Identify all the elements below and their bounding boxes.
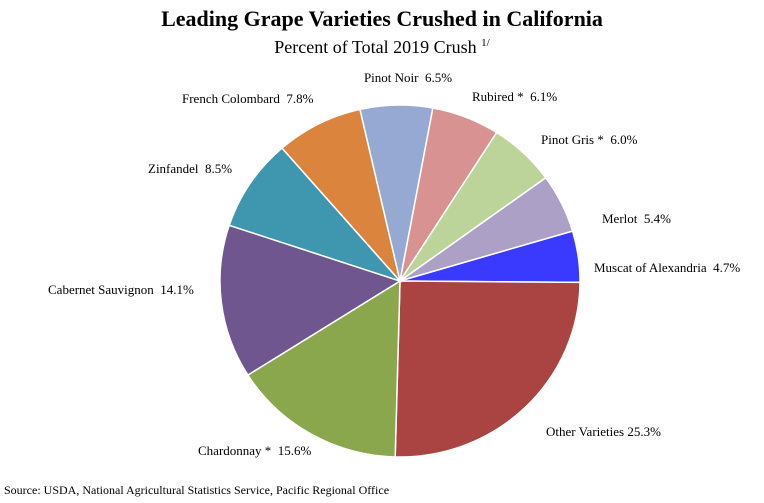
slice-label-pinot-noir: Pinot Noir 6.5% — [364, 70, 452, 85]
slice-label-cabernet-sauvignon: Cabernet Sauvignon 14.1% — [48, 282, 194, 297]
pie-slice-cabernet-sauvignon — [219, 224, 402, 377]
pie-slice-chardonnay — [246, 279, 401, 458]
chart-title: Leading Grape Varieties Crushed in Calif… — [161, 6, 603, 31]
subtitle-footnote: 1/ — [481, 37, 490, 49]
chart-subtitle: Percent of Total 2019 Crush 1/ — [0, 37, 764, 58]
slice-label-rubired: Rubired * 6.1% — [472, 89, 557, 104]
subtitle-text: Percent of Total 2019 Crush — [274, 37, 477, 57]
slice-label-french-colombard: French Colombard 7.8% — [182, 91, 314, 106]
pie-slice-french-colombard — [280, 108, 401, 282]
pie-slice-other-varieties — [394, 280, 581, 458]
slice-label-merlot: Merlot 5.4% — [602, 211, 671, 226]
slice-label-other-varieties: Other Varieties 25.3% — [546, 424, 661, 439]
slice-label-zinfandel: Zinfandel 8.5% — [148, 161, 232, 176]
source-note: Source: USDA, National Agricultural Stat… — [4, 483, 390, 497]
slice-label-pinot-gris: Pinot Gris * 6.0% — [541, 132, 638, 147]
slice-label-chardonnay: Chardonnay * 15.6% — [198, 443, 312, 458]
pie-slice-zinfandel — [228, 147, 403, 283]
slice-label-muscat-of-alexandria: Muscat of Alexandria 4.7% — [594, 260, 740, 275]
